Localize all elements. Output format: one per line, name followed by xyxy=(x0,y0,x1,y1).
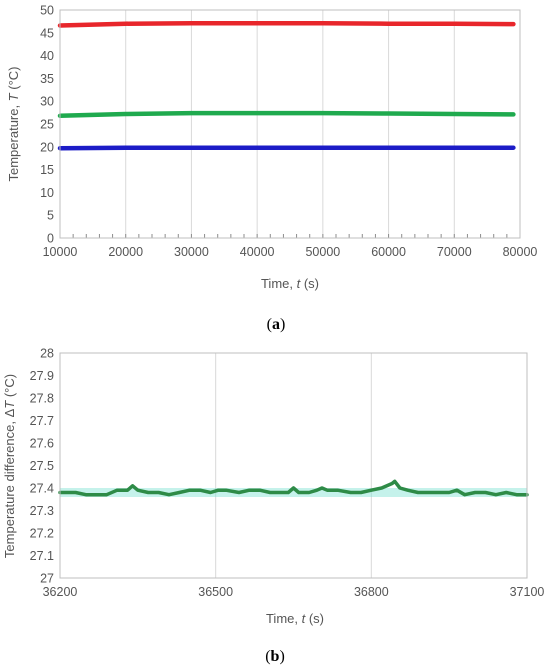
y-axis-title-a-unit: (°C) xyxy=(6,66,21,93)
y-tick-label: 27.6 xyxy=(30,437,54,451)
x-tick-label: 50000 xyxy=(305,245,340,259)
panel-label-a-letter: a xyxy=(272,316,280,333)
y-tick-labels-a: 0 5 10 15 20 25 30 35 40 45 50 xyxy=(40,4,54,246)
x-tick-label: 80000 xyxy=(503,245,538,259)
x-axis-title-a-unit: (s) xyxy=(300,276,319,291)
y-tick-label: 20 xyxy=(40,140,54,154)
x-tick-label: 10000 xyxy=(43,245,78,259)
plot-frame-a xyxy=(59,9,521,239)
x-axis-title-b: Time, t (s) xyxy=(266,611,324,626)
y-axis-title-a: Temperature, T (°C) xyxy=(6,66,21,181)
x-tick-labels-b: 36200 36500 36800 37100 xyxy=(43,585,545,599)
y-axis-title-b-prefix: Temperature difference, Δ xyxy=(2,408,17,558)
band-b xyxy=(60,488,527,497)
y-axis-title-b-symbol: T xyxy=(2,400,17,409)
x-axis-title-a-prefix: Time, xyxy=(261,276,297,291)
y-tick-label: 27.2 xyxy=(30,527,54,541)
x-tick-label: 36800 xyxy=(354,585,389,599)
series-line-1 xyxy=(57,20,516,28)
gridlines-b xyxy=(215,353,372,578)
y-tick-label: 27.5 xyxy=(30,459,54,473)
series-group-b xyxy=(58,479,529,497)
y-tick-label: 45 xyxy=(40,26,54,40)
panel-label-b-close: ) xyxy=(279,648,284,665)
gridlines-a xyxy=(125,10,455,238)
y-tick-label: 0 xyxy=(47,232,54,246)
y-tick-label: 50 xyxy=(40,4,54,18)
series-line-2 xyxy=(57,110,516,119)
x-tick-label: 70000 xyxy=(437,245,472,259)
series-group-a xyxy=(57,20,516,151)
y-tick-label: 5 xyxy=(47,209,54,223)
y-tick-label: 35 xyxy=(40,72,54,86)
y-axis-title-b: Temperature difference, ΔT (°C) xyxy=(2,374,17,558)
panel-label-b-open: ( xyxy=(265,648,270,665)
y-axis-title-b-unit: (°C) xyxy=(2,374,17,401)
x-axis-title-a: Time, t (s) xyxy=(261,276,319,291)
x-tick-label: 40000 xyxy=(240,245,275,259)
chart-b: 27 27.1 27.2 27.3 27.4 27.5 27.6 27.7 27.8 27.9 28… xyxy=(2,347,544,666)
y-tick-label: 27.8 xyxy=(30,392,54,406)
x-tick-label: 30000 xyxy=(174,245,209,259)
plot-frame-b xyxy=(59,352,528,579)
x-tick-label: 60000 xyxy=(371,245,406,259)
series-line-3 xyxy=(57,145,516,151)
y-tick-label: 27.7 xyxy=(30,414,54,428)
y-axis-title-a-symbol: T xyxy=(6,92,21,101)
y-tick-label: 10 xyxy=(40,186,54,200)
uncertainty-band xyxy=(60,488,527,497)
y-tick-labels-b: 27 27.1 27.2 27.3 27.4 27.5 27.6 27.7 27.8 27.9 28 xyxy=(30,347,54,586)
y-tick-label: 30 xyxy=(40,95,54,109)
plot-area-a xyxy=(60,10,520,238)
y-tick-label: 15 xyxy=(40,163,54,177)
y-axis-title-a-prefix: Temperature, xyxy=(6,101,21,181)
series-line-1 xyxy=(58,479,529,497)
x-tick-labels-a: 10000 20000 30000 40000 50000 60000 70000 80000 xyxy=(43,245,538,259)
x-tick-label: 37100 xyxy=(510,585,545,599)
x-tick-label: 20000 xyxy=(108,245,143,259)
panel-label-a-close: ) xyxy=(280,316,285,333)
panel-label-a: (a) xyxy=(267,316,286,333)
x-axis-title-b-unit: (s) xyxy=(305,611,324,626)
y-tick-label: 40 xyxy=(40,49,54,63)
minor-ticks-a xyxy=(59,234,521,238)
panel-label-b-letter: b xyxy=(271,648,280,665)
y-tick-label: 25 xyxy=(40,118,54,132)
x-axis-title-b-prefix: Time, xyxy=(266,611,302,626)
x-tick-label: 36500 xyxy=(198,585,233,599)
x-tick-label: 36200 xyxy=(43,585,78,599)
panel-label-b: (b) xyxy=(265,648,285,665)
y-tick-label: 27.3 xyxy=(30,504,54,518)
x-axis-title-a-symbol: t xyxy=(297,276,302,291)
y-tick-label: 27.9 xyxy=(30,369,54,383)
y-tick-label: 27 xyxy=(40,572,54,586)
chart-a: 0 5 10 15 20 25 30 35 40 45 50 10000 20000 30000 4000… xyxy=(6,4,537,334)
y-tick-label: 27.4 xyxy=(30,482,54,496)
x-axis-title-b-symbol: t xyxy=(302,611,307,626)
plot-area-b xyxy=(60,353,527,578)
panel-label-a-open: ( xyxy=(267,316,272,333)
y-tick-label: 27.1 xyxy=(30,549,54,563)
y-tick-label: 28 xyxy=(40,347,54,361)
